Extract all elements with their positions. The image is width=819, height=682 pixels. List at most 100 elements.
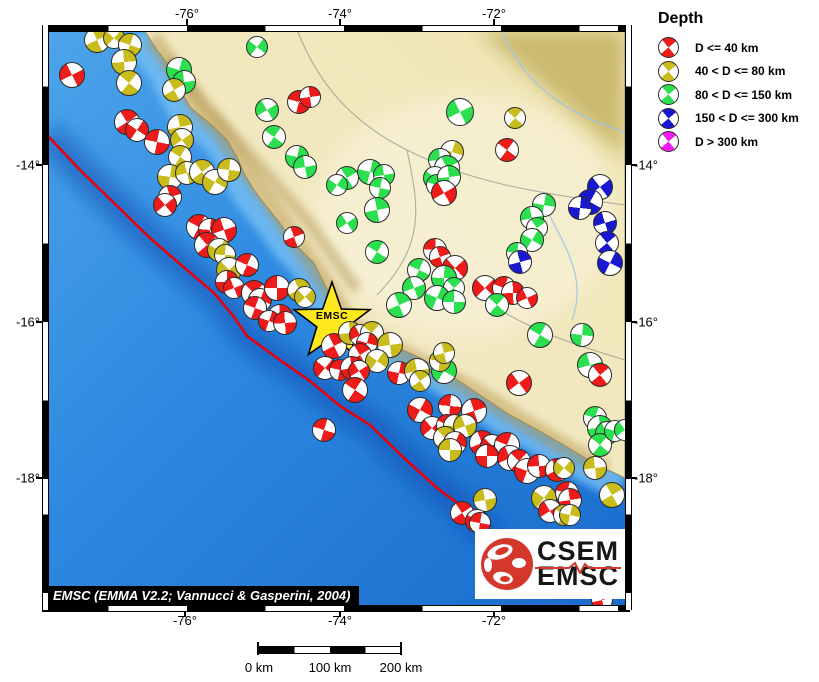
axis-tick	[339, 611, 341, 617]
epicenter-label: EMSC	[315, 310, 349, 322]
beachball-icon	[658, 131, 679, 153]
legend-item-label: D <= 40 km	[695, 40, 759, 55]
focal-mechanism-beachball	[377, 332, 403, 358]
focal-mechanism-beachball	[506, 370, 532, 396]
focal-mechanism-beachball	[433, 342, 455, 364]
axis-tick	[186, 19, 188, 25]
beachball-icon	[658, 60, 679, 82]
focal-mechanism-beachball	[568, 196, 592, 220]
scale-bar-label: 0 km	[244, 660, 274, 675]
scale-bar-tick	[257, 642, 259, 655]
axis-tick	[493, 611, 495, 617]
seismogram-icon	[535, 562, 621, 574]
focal-mechanism-beachball	[246, 36, 268, 58]
focal-mechanism-beachball	[431, 180, 457, 206]
logo-text-csem: CSEM	[537, 536, 620, 566]
focal-mechanism-beachball	[364, 197, 390, 223]
focal-mechanism-beachball	[162, 78, 186, 102]
scale-bar-segments	[258, 646, 402, 654]
focal-mechanism-beachball	[144, 129, 170, 155]
scale-bar-label: 100 km	[308, 660, 352, 675]
focal-mechanism-beachball	[262, 125, 286, 149]
focal-mechanism-beachball	[553, 457, 575, 479]
axis-label-top: -72°	[482, 6, 506, 21]
map-frame-right	[625, 25, 632, 610]
focal-mechanism-beachball	[508, 250, 532, 274]
csem-emsc-logo: CSEM EMSC	[475, 529, 625, 599]
scale-bar-tick	[400, 642, 402, 655]
axis-label-right: -14°	[634, 157, 658, 173]
focal-mechanism-beachball	[125, 118, 149, 142]
globe-icon	[481, 538, 533, 590]
axis-tick	[36, 321, 42, 323]
subduction-trench-line	[47, 134, 496, 543]
focal-mechanism-beachball	[409, 370, 431, 392]
focal-mechanism-beachball	[559, 504, 581, 526]
focal-mechanism-beachball	[255, 98, 279, 122]
legend-item: 80 < D <= 150 km	[650, 83, 818, 107]
focal-mechanism-beachball	[527, 322, 553, 348]
axis-label-top: -74°	[328, 6, 352, 21]
scale-bar-label: 200 km	[379, 660, 423, 675]
focal-mechanism-beachball	[217, 158, 241, 182]
focal-mechanism-beachball	[59, 62, 85, 88]
focal-mechanism-beachball	[365, 240, 389, 264]
focal-mechanism-beachball	[495, 138, 519, 162]
axis-label-left: -18°	[16, 470, 40, 486]
attribution-text: EMSC (EMMA V2.2; Vannucci & Gasperini, 2…	[47, 586, 360, 605]
focal-mechanism-beachball	[369, 177, 391, 199]
focal-mechanism-beachball	[597, 250, 623, 276]
axis-tick	[631, 321, 637, 323]
focal-mechanism-beachball	[283, 226, 305, 248]
legend-item-label: 40 < D <= 80 km	[695, 64, 786, 79]
legend-item-label: 80 < D <= 150 km	[695, 87, 793, 102]
axis-tick	[36, 477, 42, 479]
focal-mechanism-beachball	[438, 438, 462, 462]
axis-label-left: -14°	[16, 157, 40, 173]
axis-tick	[631, 164, 637, 166]
focal-mechanism-beachball	[475, 444, 499, 468]
axis-label-right: -16°	[634, 314, 658, 330]
focal-mechanism-beachball	[336, 212, 358, 234]
focal-mechanism-beachball	[273, 311, 297, 335]
focal-mechanism-beachball	[312, 418, 336, 442]
axis-label-bottom: -72°	[482, 613, 506, 628]
focal-mechanism-beachball	[532, 193, 556, 217]
axis-tick	[493, 19, 495, 25]
focal-mechanism-beachball	[570, 323, 594, 347]
legend-item-label: 150 < D <= 300 km	[695, 111, 799, 126]
map-frame-bottom	[42, 605, 630, 612]
focal-mechanism-beachball	[116, 70, 142, 96]
legend-item: D > 300 km	[650, 130, 818, 154]
axis-tick	[184, 611, 186, 617]
axis-label-bottom: -74°	[328, 613, 352, 628]
focal-mechanism-beachball	[599, 482, 625, 508]
plateau-highlight	[317, 95, 617, 335]
focal-mechanism-beachball	[386, 292, 412, 318]
scale-bar: 0 km 100 km 200 km	[230, 638, 450, 682]
focal-mechanism-beachball	[342, 377, 368, 403]
axis-tick	[631, 477, 637, 479]
focal-mechanism-beachball	[299, 86, 321, 108]
relief-coastal-ridge	[144, 32, 612, 478]
beachball-icon	[658, 84, 679, 106]
axis-label-top: -76°	[175, 6, 199, 21]
focal-mechanism-beachball	[293, 155, 317, 179]
focal-mechanism-beachball	[153, 193, 177, 217]
focal-mechanism-beachball	[588, 363, 612, 387]
rivers	[501, 30, 625, 321]
focal-mechanism-beachball	[326, 174, 348, 196]
focal-mechanism-beachball	[485, 293, 509, 317]
map-canvas: EMSC EMSC (EMMA V2.2; Vannucci & Gasperi…	[46, 29, 626, 606]
legend-title: Depth	[658, 10, 704, 27]
focal-mechanism-beachball	[504, 107, 526, 129]
map-frame-left	[42, 25, 49, 610]
legend-item: 40 < D <= 80 km	[650, 60, 818, 84]
focal-mechanism-beachball	[583, 456, 607, 480]
legend-item: 150 < D <= 300 km	[650, 107, 818, 131]
focal-mechanism-beachball	[516, 287, 538, 309]
axis-label-bottom: -76°	[173, 613, 197, 628]
axis-label-left: -16°	[16, 314, 40, 330]
focal-mechanism-beachball	[235, 253, 259, 277]
